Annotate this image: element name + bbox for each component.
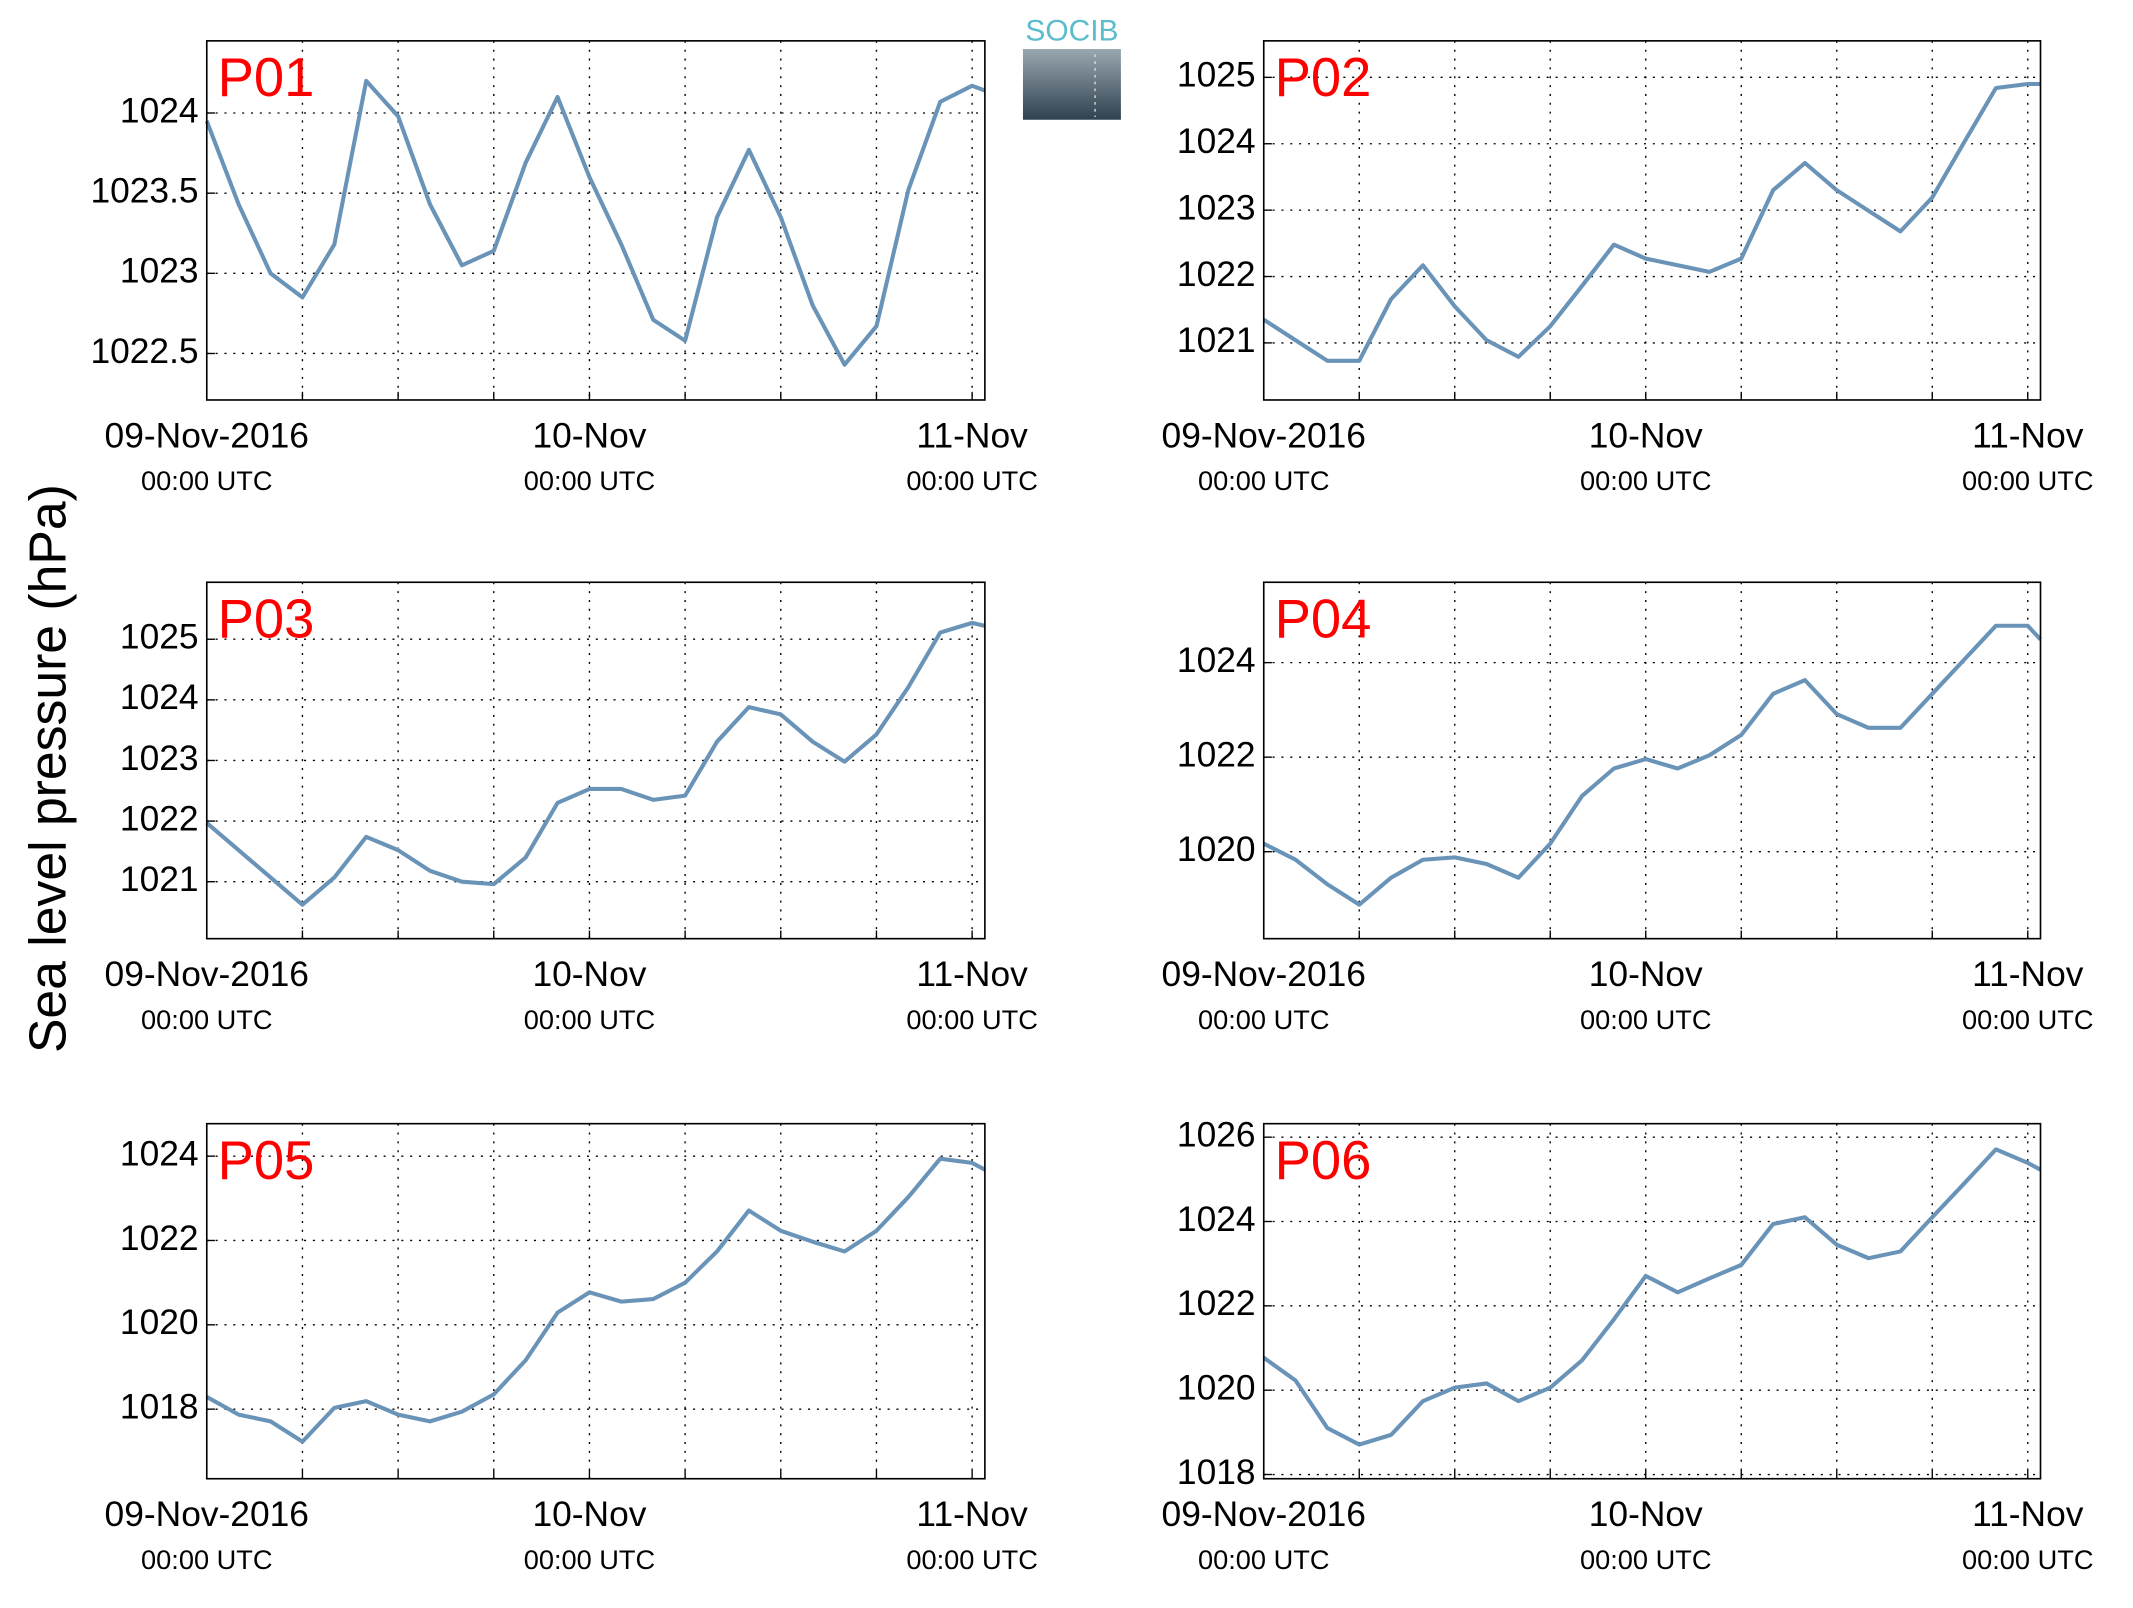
x-tick-sublabel: 00:00 UTC: [1198, 465, 1329, 496]
y-tick-label: 1020: [120, 1303, 199, 1342]
y-tick-label: 1024: [120, 678, 199, 717]
y-tick-label: 1024: [1177, 1200, 1256, 1239]
logo: SOCIB: [1022, 15, 1121, 120]
panel-title: P02: [1275, 47, 1372, 108]
y-tick-label: 1018: [120, 1387, 199, 1426]
panel: 1018 1020 1022 1024 1026 09-Nov-2016 00:00 UTC…: [1162, 1116, 2094, 1575]
y-tick-label: 1024: [120, 1134, 199, 1173]
x-tick-label: 09-Nov-2016: [105, 955, 309, 994]
y-tick-label: 1024: [120, 91, 199, 130]
x-tick-sublabel: 00:00 UTC: [524, 465, 655, 496]
x-tick-sublabel: 00:00 UTC: [1198, 1004, 1329, 1035]
x-tick-label: 09-Nov-2016: [105, 416, 309, 455]
y-tick-label: 1021: [1177, 321, 1256, 360]
plot-frame: [1262, 40, 2042, 401]
plot-frame: [205, 1122, 986, 1480]
x-tick-label: 10-Nov: [532, 1495, 646, 1534]
plot-frame: [205, 581, 986, 940]
panel: 1021 1022 1023 1024 1025 09-Nov-2016 00:00 UTC…: [105, 581, 1038, 1035]
data-line: [204, 78, 986, 367]
y-tick-label: 1023: [120, 739, 199, 778]
y-tick-label: 1022: [1177, 1284, 1256, 1323]
x-tick-label: 10-Nov: [532, 416, 646, 455]
x-tick-sublabel: 00:00 UTC: [1580, 1004, 1711, 1035]
x-tick-label: 09-Nov-2016: [1162, 1495, 1366, 1534]
x-tick-sublabel: 00:00 UTC: [524, 1544, 655, 1575]
y-tick-label: 1022.5: [90, 332, 198, 371]
y-tick-label: 1021: [120, 860, 199, 899]
x-tick-label: 11-Nov: [1972, 416, 2084, 455]
x-tick-sublabel: 00:00 UTC: [906, 1004, 1037, 1035]
y-tick-label: 1018: [1177, 1453, 1256, 1492]
x-tick-sublabel: 00:00 UTC: [1198, 1544, 1329, 1575]
plot-frame: [1262, 581, 2042, 940]
x-tick-label: 10-Nov: [532, 955, 646, 994]
x-tick-sublabel: 00:00 UTC: [524, 1004, 655, 1035]
y-tick-label: 1025: [1177, 56, 1256, 95]
panel: 1021 1022 1023 1024 1025 09-Nov-2016 00:00 UTC…: [1162, 40, 2093, 496]
y-tick-label: 1022: [120, 1219, 199, 1258]
logo-box: [1022, 49, 1121, 120]
data-line: [1262, 623, 2042, 907]
panel-title: P04: [1275, 588, 1372, 649]
x-tick-sublabel: 00:00 UTC: [906, 1544, 1037, 1575]
x-tick-label: 11-Nov: [916, 416, 1028, 455]
y-tick-label: 1024: [1177, 122, 1256, 161]
x-tick-label: 10-Nov: [1589, 955, 1703, 994]
y-tick-label: 1024: [1177, 641, 1256, 680]
x-tick-sublabel: 00:00 UTC: [906, 465, 1037, 496]
y-tick-label: 1020: [1177, 830, 1256, 869]
y-tick-label: 1020: [1177, 1369, 1256, 1408]
x-tick-label: 11-Nov: [1972, 1495, 2084, 1534]
data-line: [205, 620, 986, 907]
plot-frame: [1262, 1122, 2042, 1480]
x-tick-sublabel: 00:00 UTC: [141, 1544, 272, 1575]
x-tick-label: 09-Nov-2016: [105, 1495, 309, 1534]
panel-title: P05: [218, 1130, 315, 1191]
y-tick-label: 1023: [120, 252, 199, 291]
plot-frame: [205, 40, 986, 401]
panel-title: P06: [1275, 1130, 1372, 1191]
panel-title: P01: [218, 47, 315, 108]
y-tick-label: 1022: [1177, 255, 1256, 294]
x-tick-sublabel: 00:00 UTC: [1962, 1004, 2093, 1035]
x-tick-label: 10-Nov: [1589, 416, 1703, 455]
panel: 1022.5 1023 1023.5 1024 09-Nov-2016 00:00 UTC…: [90, 40, 1038, 496]
x-tick-label: 09-Nov-2016: [1162, 416, 1366, 455]
y-axis-label: Sea level pressure (hPa): [18, 484, 76, 1053]
y-tick-label: 1023: [1177, 188, 1256, 227]
panel: 1020 1022 1024 09-Nov-2016 00:00 UTC 10-Nov 00…: [1162, 581, 2093, 1035]
y-tick-label: 1022: [120, 799, 199, 838]
panel-title: P03: [218, 588, 315, 649]
x-tick-sublabel: 00:00 UTC: [1580, 465, 1711, 496]
x-tick-label: 11-Nov: [1972, 955, 2084, 994]
x-tick-label: 11-Nov: [916, 1495, 1028, 1534]
panel: 1018 1020 1022 1024 09-Nov-2016 00:00 UTC 10-N…: [105, 1122, 1038, 1575]
x-tick-label: 11-Nov: [916, 955, 1028, 994]
y-tick-label: 1022: [1177, 736, 1256, 775]
y-tick-label: 1023.5: [90, 172, 198, 211]
x-tick-label: 10-Nov: [1589, 1495, 1703, 1534]
x-tick-sublabel: 00:00 UTC: [1962, 1544, 2093, 1575]
x-tick-label: 09-Nov-2016: [1162, 955, 1366, 994]
data-line: [1262, 1147, 2042, 1447]
x-tick-sublabel: 00:00 UTC: [141, 1004, 272, 1035]
x-tick-sublabel: 00:00 UTC: [1962, 465, 2093, 496]
data-line: [1262, 81, 2041, 363]
data-line: [205, 1156, 986, 1444]
x-tick-sublabel: 00:00 UTC: [1580, 1544, 1711, 1575]
logo-text: SOCIB: [1025, 15, 1118, 48]
y-tick-label: 1025: [120, 618, 199, 657]
x-tick-sublabel: 00:00 UTC: [141, 465, 272, 496]
y-tick-label: 1026: [1177, 1116, 1256, 1155]
